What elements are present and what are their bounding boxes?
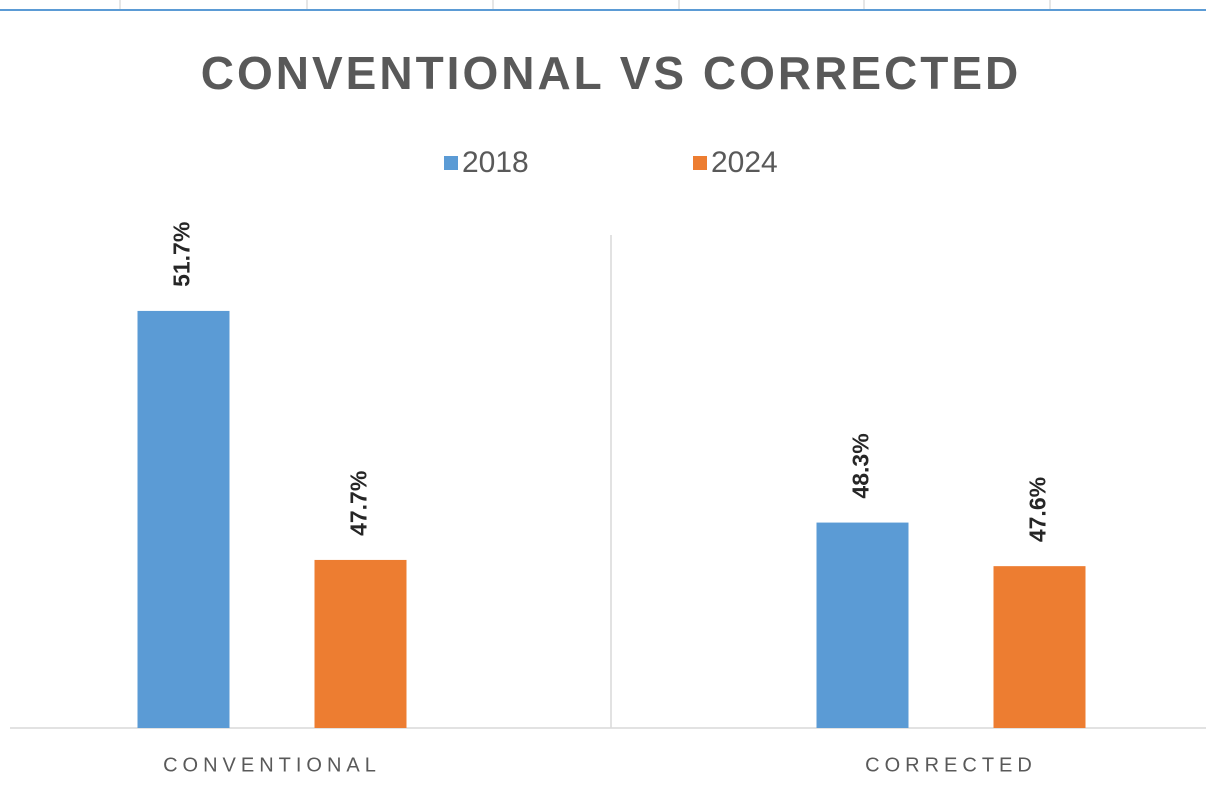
x-tick-label: CONVENTIONAL <box>163 754 381 776</box>
legend-swatch <box>444 156 458 170</box>
legend-label: 2018 <box>462 146 529 179</box>
data-label: 47.6% <box>1025 477 1051 542</box>
bar <box>314 559 407 728</box>
legend-label: 2024 <box>711 146 778 179</box>
data-label: 51.7% <box>169 222 195 287</box>
data-label: 48.3% <box>848 433 874 498</box>
bar <box>137 310 230 728</box>
x-tick-label: CORRECTED <box>865 754 1037 776</box>
bar <box>816 522 909 728</box>
legend-swatch <box>693 156 707 170</box>
data-label: 47.7% <box>346 471 372 536</box>
chart-title: CONVENTIONAL VS CORRECTED <box>201 47 1021 99</box>
bar <box>993 566 1086 728</box>
ruler-ticks <box>119 0 1051 9</box>
